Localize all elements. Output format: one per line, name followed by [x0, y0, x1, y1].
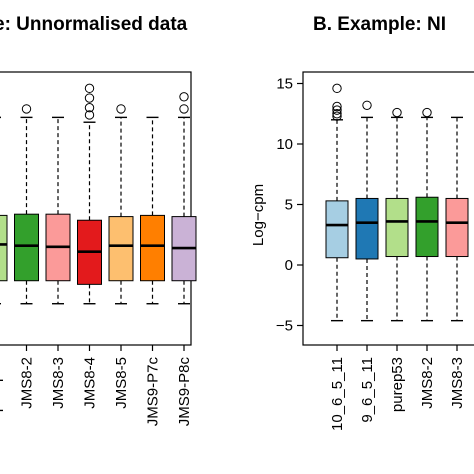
- right-y-tick-label: 10: [276, 136, 293, 153]
- left-panel-title: e: Unnormalised data: [0, 14, 188, 35]
- left-box: [14, 213, 39, 282]
- right-outlier-point: [392, 107, 402, 118]
- right-category-label: 10_6_5_11: [329, 357, 346, 431]
- right-y-tick-label: −5: [276, 318, 293, 335]
- left-category-label: JMS8-5: [113, 357, 130, 409]
- right-category-label: purep53: [389, 357, 406, 412]
- left-outlier-point: [21, 104, 32, 114]
- left-panel: purep53 JMS8-2 JMS8-3 JMS8-4 JMS8-5 JMS9-P7c J…: [0, 71, 197, 427]
- left-outlier-point: [84, 83, 95, 94]
- left-plot-frame: [0, 71, 192, 346]
- right-y-axis-label: Log−cpm: [250, 184, 267, 246]
- right-y-tick-label: 15: [276, 76, 293, 93]
- left-outlier-point: [84, 103, 95, 113]
- right-outlier-point: [332, 111, 342, 121]
- right-outlier-point: [332, 101, 342, 112]
- left-category-label: JMS8-3: [50, 357, 67, 409]
- left-box: [108, 216, 134, 282]
- right-box: [415, 196, 439, 258]
- right-outlier-point: [422, 107, 432, 118]
- left-category-label: purep53: [0, 357, 4, 412]
- left-category-label: JMS8-2: [19, 357, 36, 409]
- left-outlier-point: [84, 93, 95, 103]
- right-box: [445, 197, 469, 258]
- left-outlier-point: [116, 104, 126, 114]
- left-box: [140, 214, 165, 282]
- right-category-label: JMS8-2: [419, 357, 436, 409]
- right-box: [355, 197, 379, 260]
- right-outlier-point: [362, 100, 372, 110]
- right-outlier-point: [332, 105, 342, 115]
- right-box: [325, 200, 349, 259]
- left-outlier-point: [179, 92, 189, 102]
- right-panel-title: B. Example: NI: [313, 14, 446, 35]
- left-category-label: JMS9-P8c: [176, 357, 193, 427]
- right-outlier-point: [332, 109, 342, 119]
- right-category-label: 9_6_5_11: [359, 357, 376, 423]
- right-panel: −5 0 5 10 15 10_6_5_11 9_6_5_11 purep53 JMS8-2 JM…: [276, 71, 474, 431]
- left-outlier-point: [84, 110, 95, 120]
- left-category-label: JMS9-P7c: [145, 357, 162, 427]
- right-outlier-point: [332, 83, 342, 94]
- left-box: [0, 214, 8, 282]
- left-category-label: JMS8-4: [82, 357, 99, 409]
- left-outlier-point: [179, 104, 189, 114]
- right-plot-frame: [302, 71, 474, 346]
- right-box: [385, 197, 409, 258]
- right-y-tick-label: 5: [285, 197, 293, 214]
- right-category-label: JMS8-3: [449, 357, 466, 409]
- right-y-tick-label: 0: [285, 257, 293, 274]
